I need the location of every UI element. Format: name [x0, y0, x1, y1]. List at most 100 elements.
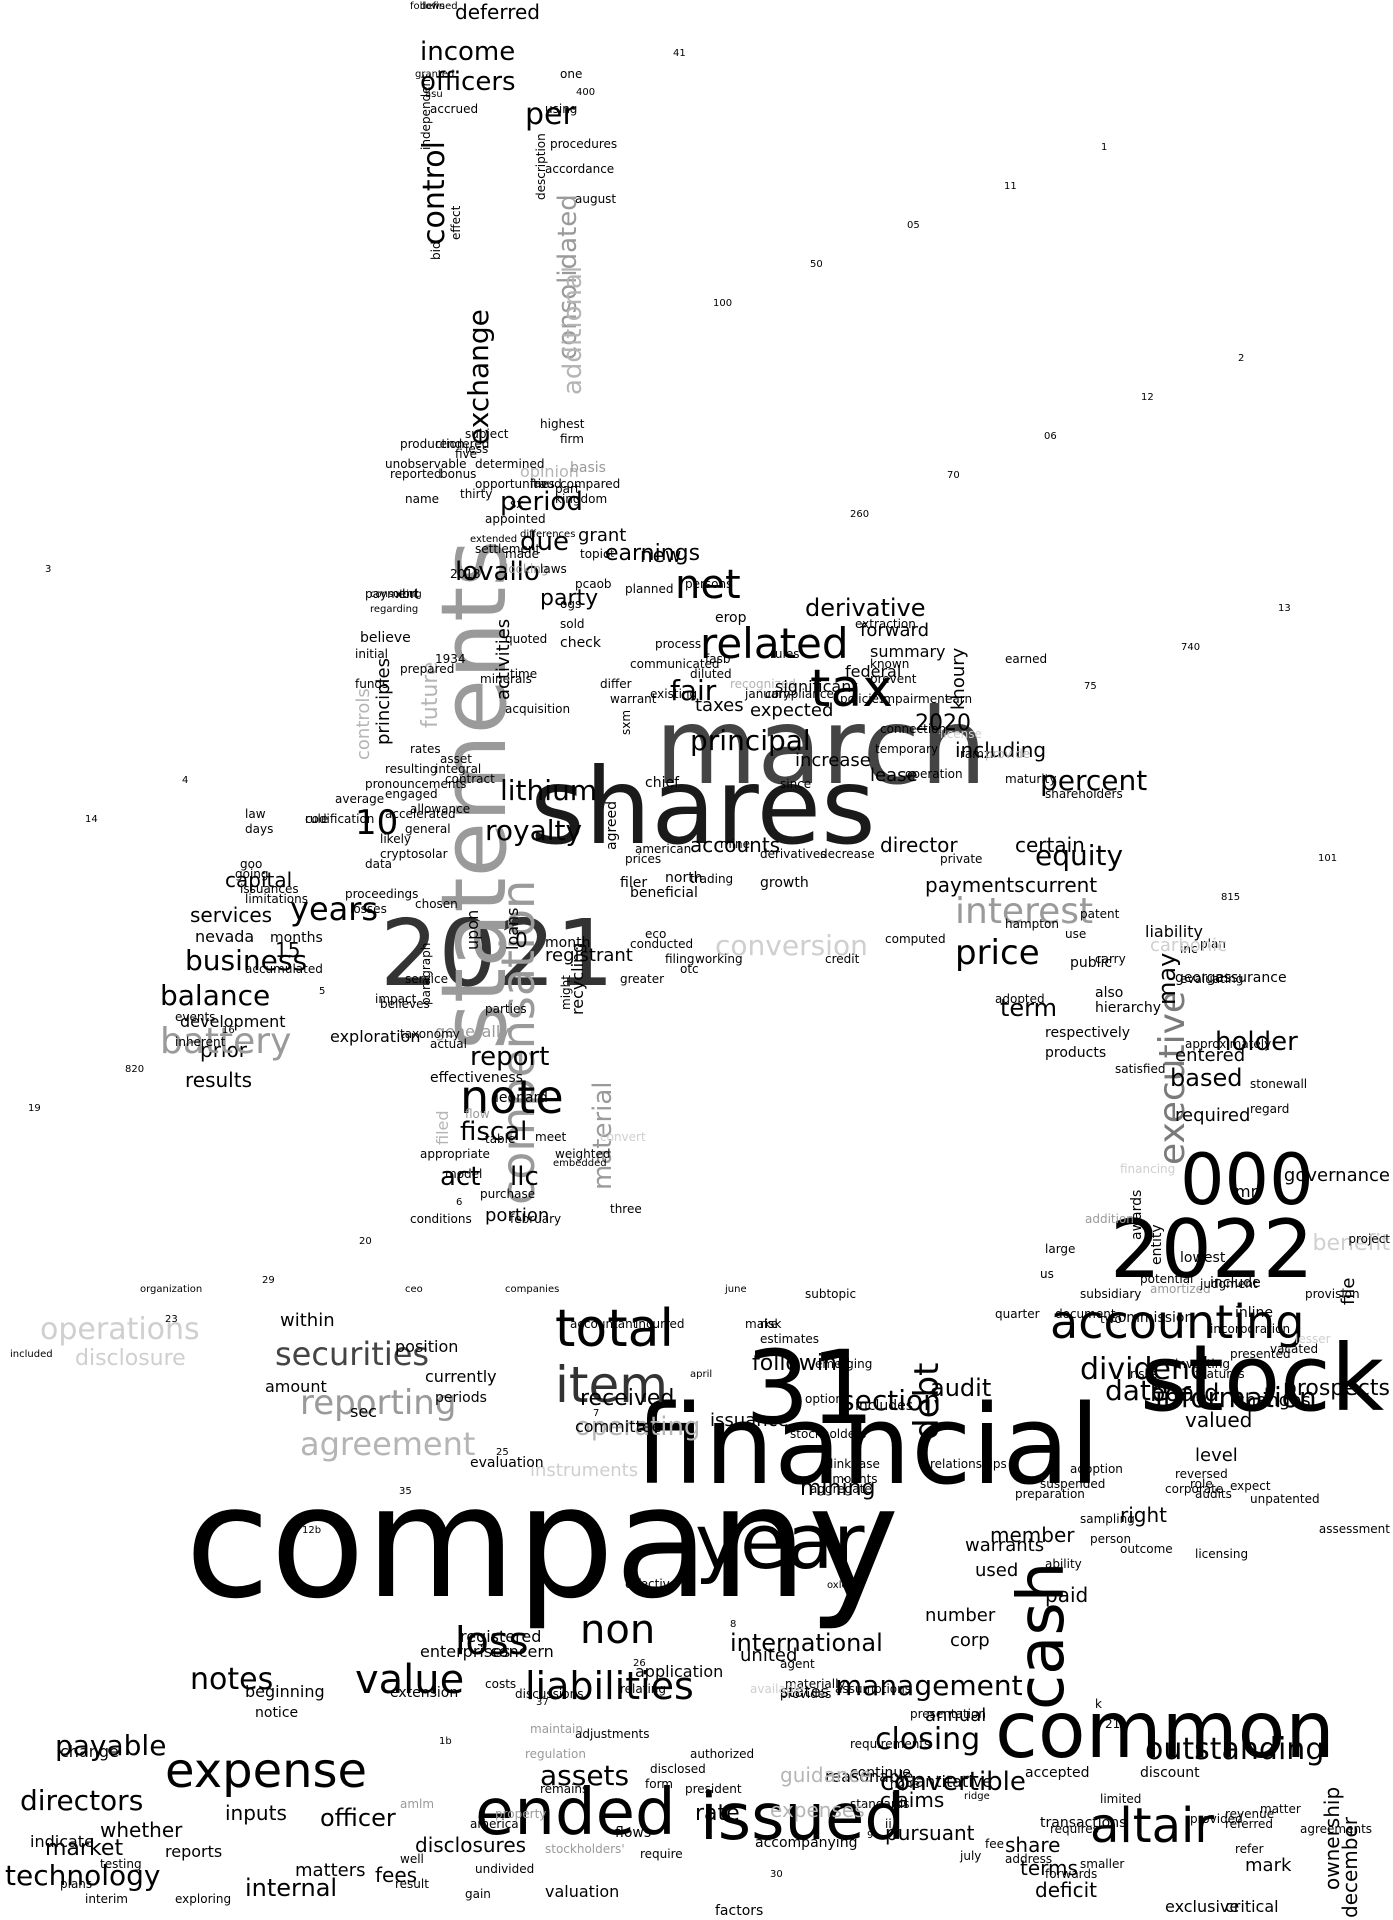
word-resulting: resulting — [385, 762, 438, 776]
word-temporary: temporary — [875, 742, 939, 756]
word-convert: convert — [600, 1130, 646, 1144]
word-loans: loans — [503, 907, 522, 950]
word-prices: prices — [625, 852, 662, 866]
word-expense: expense — [165, 1743, 368, 1799]
word-funds: funds — [355, 677, 389, 691]
word-fasb: fasb — [705, 652, 731, 666]
word-sampling: sampling — [1080, 1512, 1135, 1526]
word-operation: operation — [905, 767, 963, 781]
word-address: address — [1005, 1852, 1053, 1866]
word-estimates: estimates — [760, 1332, 820, 1346]
word-aggregate: aggregate — [810, 1482, 872, 1496]
word-earned: earned — [1005, 652, 1048, 666]
word-production: production — [400, 437, 465, 451]
word-carry: carry — [1095, 952, 1126, 966]
word-shareholders: shareholders — [1045, 787, 1123, 801]
word-ogs: ogs — [560, 597, 582, 611]
word-large: large — [1045, 1242, 1076, 1256]
word-position: position — [395, 1337, 459, 1356]
word-balance: balance — [160, 979, 271, 1012]
word-term: term — [1000, 994, 1057, 1022]
word-results: results — [185, 1068, 253, 1092]
word-diluted: diluted — [690, 667, 732, 681]
word-opportunities: opportunities — [475, 477, 555, 491]
word-referred: referred — [1225, 1817, 1274, 1831]
word-prepared: prepared — [400, 662, 455, 676]
word-1: 1 — [1101, 142, 1108, 153]
word-taxonomy: taxonomy — [400, 1027, 460, 1041]
word-issued: issued — [700, 1781, 906, 1855]
word-expect: expect — [1230, 1479, 1271, 1493]
word-georges: georges — [1175, 970, 1232, 986]
word-officers: officers — [420, 67, 516, 97]
word-expected: expected — [750, 700, 834, 721]
word-north: north — [665, 870, 703, 886]
word-changes: changes — [1235, 1390, 1311, 1411]
word-flows: flows — [615, 1825, 652, 1841]
word-minerals: minerals — [480, 672, 532, 686]
word-one: one — [560, 67, 583, 81]
word-taxes: taxes — [695, 695, 744, 716]
word-reversed: reversed — [1175, 1467, 1228, 1481]
word-april: april — [690, 1369, 713, 1380]
word-interest: interest — [955, 891, 1094, 932]
word-pursuant: pursuant — [885, 1821, 975, 1845]
word-10: 10 — [355, 803, 399, 843]
word-entity: entity — [1149, 1224, 1165, 1265]
word-battery: battery — [160, 1021, 292, 1062]
word-beginning: beginning — [245, 1682, 325, 1701]
word-control: control — [417, 141, 452, 245]
word-used: used — [975, 1560, 1019, 1581]
word-upon: upon — [463, 909, 482, 950]
word-undivided: undivided — [475, 1862, 535, 1876]
word-initial: initial — [355, 647, 388, 661]
word-financial: financial — [635, 1381, 1101, 1509]
word-9: 9 — [867, 1830, 874, 1841]
word-received: received — [580, 1386, 675, 1411]
word-committee: committee — [575, 1417, 662, 1436]
word-included: included — [10, 1349, 53, 1360]
word-corp: corp — [950, 1630, 990, 1651]
word-conversion: conversion — [715, 929, 868, 962]
word-engaged: engaged — [385, 787, 438, 801]
word-per: per — [525, 97, 575, 132]
word-market: market — [45, 1836, 124, 1861]
word-forward: forward — [860, 620, 930, 641]
word-paid: paid — [1045, 1583, 1089, 1607]
word-property: property — [495, 1807, 547, 1821]
word-convertible: convertible — [880, 1767, 1026, 1797]
word-11: 11 — [1004, 181, 1017, 192]
word-mr: mr — [1235, 1182, 1258, 1201]
word-might: might — [559, 975, 573, 1010]
word-101: 101 — [1318, 853, 1338, 864]
word-hierarchy: hierarchy — [1095, 1000, 1162, 1016]
word-information: information — [1155, 1381, 1317, 1414]
word-rule: rule — [305, 812, 329, 826]
word-settlement: settlement — [475, 542, 541, 556]
word-application: application — [635, 1662, 724, 1681]
word-item: item — [555, 1356, 668, 1414]
word-critical: critical — [1225, 1897, 1279, 1916]
word-date: date — [1105, 1374, 1169, 1407]
word-united: united — [740, 1645, 798, 1666]
word-ev: ev — [535, 479, 548, 490]
word-including: including — [955, 738, 1047, 762]
word-year: year — [695, 1497, 865, 1586]
word-otc: otc — [680, 962, 699, 976]
word-12: 12 — [1141, 392, 1154, 403]
word-filer: filer — [620, 875, 648, 891]
word-principal: principal — [690, 724, 811, 757]
word-companies: companies — [505, 1284, 560, 1295]
word-pronouncements: pronouncements — [365, 777, 467, 791]
word-740: 740 — [1181, 642, 1201, 653]
word-7: 7 — [593, 1408, 600, 1419]
word-report: report — [470, 1042, 550, 1072]
word-hampton: hampton — [1005, 917, 1059, 931]
word-exclusive: exclusive — [1165, 1897, 1240, 1916]
word-credit: credit — [825, 952, 860, 966]
word-1934: 1934 — [435, 652, 466, 666]
word-subject: subject — [465, 427, 509, 441]
word-president: president — [685, 1782, 742, 1796]
word-conducted: conducted — [630, 937, 694, 951]
word-computed: computed — [885, 932, 946, 946]
